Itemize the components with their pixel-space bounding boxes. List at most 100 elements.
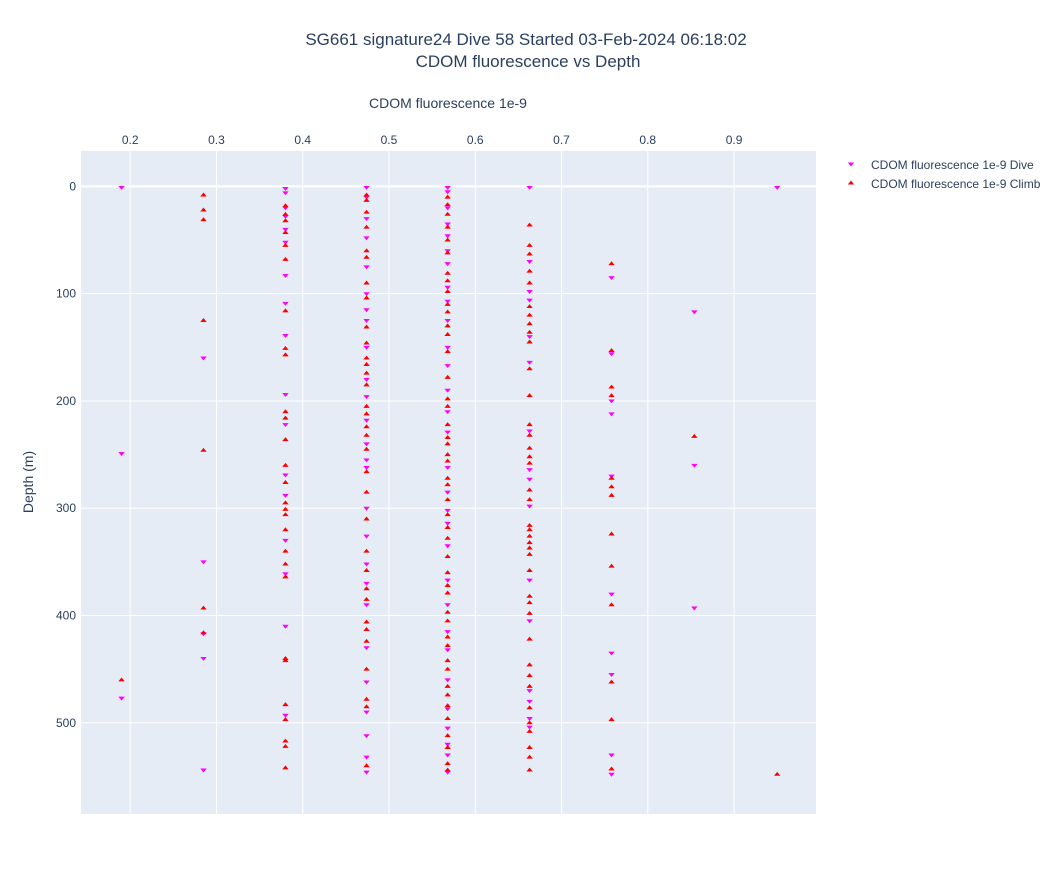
data-point: [363, 603, 370, 608]
data-point: [444, 206, 451, 211]
data-point: [444, 430, 451, 435]
data-point: [200, 217, 207, 222]
data-point: [282, 572, 289, 577]
data-point: [363, 185, 370, 190]
data-point: [444, 726, 451, 731]
x-tick-label: 0.9: [726, 133, 743, 147]
data-point: [444, 270, 451, 275]
data-point: [444, 289, 451, 294]
data-point: [200, 656, 207, 661]
data-point: [526, 280, 533, 285]
data-point: [282, 658, 289, 663]
data-point: [526, 445, 533, 450]
legend-item-dive[interactable]: CDOM fluorescence 1e-9 Dive: [847, 158, 1034, 172]
data-point: [282, 423, 289, 428]
data-point: [526, 673, 533, 678]
data-point: [444, 396, 451, 401]
data-point: [363, 382, 370, 387]
data-point: [526, 610, 533, 615]
data-point: [363, 446, 370, 451]
data-point: [282, 765, 289, 770]
data-point: [444, 630, 451, 635]
data-point: [444, 497, 451, 502]
data-point: [444, 190, 451, 195]
legend[interactable]: CDOM fluorescence 1e-9 Dive CDOM fluores…: [847, 158, 1041, 191]
data-point: [444, 349, 451, 354]
data-point: [282, 230, 289, 235]
data-point: [282, 480, 289, 484]
data-point: [363, 680, 370, 685]
data-point: [691, 606, 698, 611]
data-point: [526, 366, 533, 371]
data-point: [444, 745, 451, 749]
data-point: [444, 742, 451, 747]
data-point: [363, 224, 370, 229]
x-tick-label: 0.4: [294, 133, 311, 147]
data-point: [363, 763, 370, 768]
data-point: [444, 345, 451, 350]
data-point: [526, 393, 533, 398]
data-point: [444, 309, 451, 314]
y-tick-label: 100: [56, 287, 76, 301]
data-point: [444, 609, 451, 614]
data-point: [282, 624, 289, 629]
chart-title: SG661 signature24 Dive 58 Started 03-Feb…: [305, 30, 746, 49]
data-point: [444, 535, 451, 540]
data-point: [363, 378, 370, 382]
data-point: [608, 753, 615, 758]
data-point: [282, 218, 289, 223]
data-point: [200, 630, 207, 635]
data-point: [444, 194, 451, 199]
data-point: [282, 393, 289, 397]
data-point: [444, 733, 451, 738]
data-point: [282, 538, 289, 543]
data-point: [363, 418, 370, 423]
data-point: [282, 352, 289, 357]
data-point: [444, 364, 451, 369]
data-point: [526, 578, 533, 583]
data-point: [363, 362, 370, 366]
data-point: [282, 437, 289, 442]
data-point: [282, 743, 289, 748]
data-point: [773, 185, 781, 190]
data-point: [363, 734, 370, 739]
data-point: [363, 280, 370, 285]
data-point: [363, 370, 370, 375]
data-point: [444, 224, 451, 229]
data-point: [363, 254, 370, 259]
data-point: [363, 458, 370, 463]
x-tick-label: 0.6: [467, 133, 484, 147]
data-point: [526, 522, 533, 527]
legend-item-climb[interactable]: CDOM fluorescence 1e-9 Climb: [847, 177, 1041, 191]
data-point: [444, 374, 451, 379]
data-point: [526, 242, 533, 247]
data-point: [444, 332, 451, 336]
data-point: [363, 710, 370, 715]
data-point: [363, 236, 370, 241]
data-point: [444, 767, 451, 772]
data-point: [363, 308, 370, 313]
data-point: [526, 304, 533, 309]
data-point: [363, 638, 370, 643]
x-tick-label: 0.7: [553, 133, 570, 147]
data-point: [363, 696, 370, 701]
data-point: [444, 707, 451, 712]
data-point: [526, 728, 533, 733]
grid-lines: [81, 151, 816, 814]
data-point: [282, 506, 289, 511]
data-point: [282, 211, 289, 216]
data-point: [282, 206, 289, 211]
data-point: [118, 677, 125, 682]
data-point: [282, 301, 289, 306]
data-point: [526, 619, 533, 624]
data-point: [444, 716, 451, 721]
data-point: [444, 634, 451, 639]
data-point: [608, 412, 615, 417]
data-point: [363, 581, 370, 586]
data-point: [444, 403, 451, 408]
data-point: [444, 648, 451, 653]
data-point: [691, 310, 698, 315]
data-point: [526, 593, 533, 598]
data-point: [363, 403, 370, 408]
data-point: [608, 484, 615, 489]
